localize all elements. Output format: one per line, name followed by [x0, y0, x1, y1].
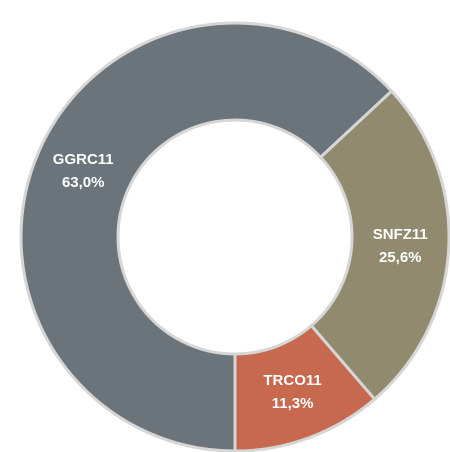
slice-value-label: 25,6%: [379, 249, 422, 266]
donut-slice: [19, 21, 394, 452]
slice-name: TRCO11: [263, 372, 321, 389]
slice-value-label: 11,3%: [272, 395, 314, 412]
donut-slice: [309, 89, 450, 402]
slice-name: GGRC11: [53, 151, 114, 168]
slice-name: SNFZ11: [373, 226, 428, 243]
slice-value-label: 63,0%: [62, 174, 105, 191]
donut-slice: [233, 323, 377, 452]
